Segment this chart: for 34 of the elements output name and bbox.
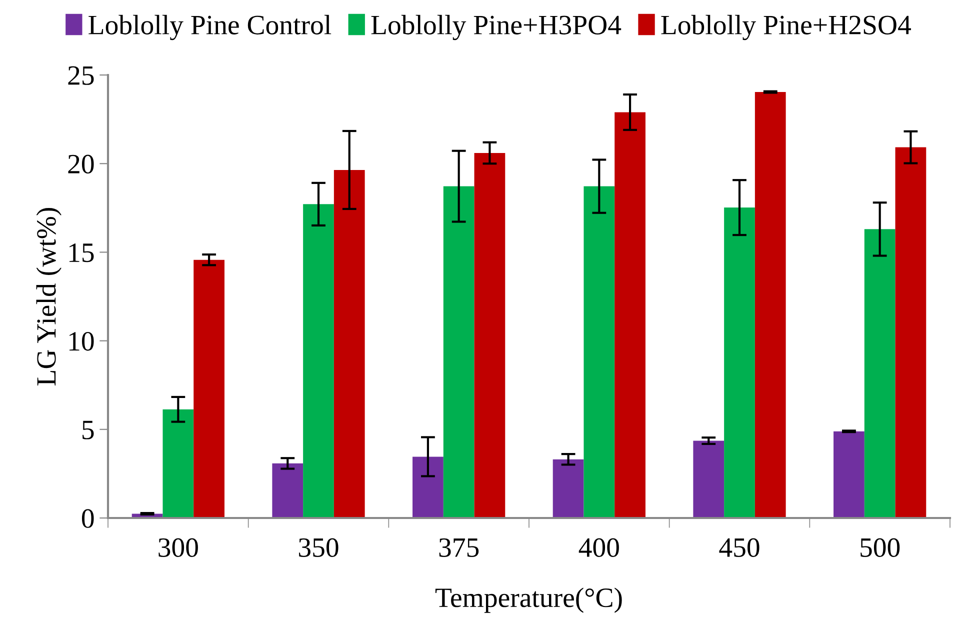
bar <box>443 186 474 518</box>
legend-label: Loblolly Pine+H3PO4 <box>371 14 622 40</box>
x-axis-title: Temperature(°C) <box>435 588 622 613</box>
x-tick-label: 300 <box>158 538 198 557</box>
x-tick-label: 400 <box>578 538 619 557</box>
y-axis-title: LG Yield (wt%) <box>36 208 62 386</box>
bar <box>552 459 584 518</box>
x-tick-label: 450 <box>719 538 760 557</box>
bar <box>864 229 896 518</box>
bar <box>614 112 646 518</box>
bar <box>303 204 334 518</box>
bar <box>412 456 444 518</box>
y-tick-label: 0 <box>82 509 94 528</box>
bar <box>834 431 864 518</box>
bar <box>474 152 506 518</box>
x-tick-label: 500 <box>860 538 900 557</box>
y-tick-label: 25 <box>68 66 94 85</box>
bar <box>584 186 615 518</box>
legend-label: Loblolly Pine+H2SO4 <box>661 14 911 40</box>
bar <box>334 170 365 518</box>
y-tick-label: 10 <box>69 332 94 351</box>
bar <box>693 440 724 518</box>
bar <box>724 208 755 518</box>
x-tick-label: 375 <box>439 538 479 557</box>
y-tick-label: 5 <box>82 420 94 440</box>
bar <box>194 260 224 518</box>
legend-label: Loblolly Pine Control <box>88 14 332 40</box>
bar <box>895 147 926 518</box>
y-tick-label: 20 <box>68 154 94 174</box>
bar <box>754 92 786 518</box>
x-tick-label: 350 <box>298 538 338 557</box>
bar <box>162 409 194 518</box>
y-tick-label: 15 <box>69 244 94 262</box>
bar <box>272 463 304 518</box>
